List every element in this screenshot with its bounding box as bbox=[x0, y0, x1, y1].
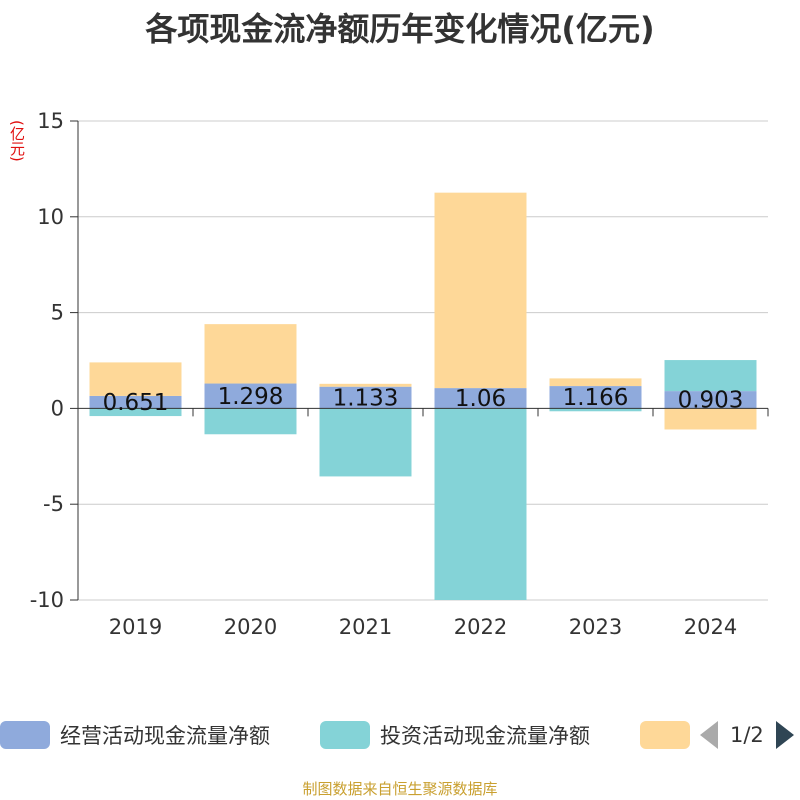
bar-data-label: 1.133 bbox=[333, 386, 399, 412]
bar-segment-3[interactable] bbox=[89, 362, 182, 396]
legend: 经营活动现金流量净额 投资活动现金流量净额 1/2 bbox=[0, 715, 800, 755]
bar-segment-2[interactable] bbox=[204, 408, 297, 435]
y-tick-label: -10 bbox=[30, 588, 64, 612]
chevron-left-icon[interactable] bbox=[700, 721, 718, 749]
bar-segment-2[interactable] bbox=[319, 408, 412, 477]
bar-segment-1[interactable] bbox=[549, 386, 642, 409]
legend-item-financing[interactable] bbox=[640, 715, 690, 755]
x-tick-label: 2023 bbox=[569, 615, 622, 639]
bar-segment-1[interactable] bbox=[204, 383, 297, 409]
x-tick-label: 2019 bbox=[109, 615, 162, 639]
bar-segment-1[interactable] bbox=[664, 391, 757, 409]
x-tick-label: 2021 bbox=[339, 615, 392, 639]
chart-title: 各项现金流净额历年变化情况(亿元) bbox=[145, 10, 655, 48]
legend-item-investing[interactable]: 投资活动现金流量净额 bbox=[320, 715, 590, 755]
bar-segment-2[interactable] bbox=[549, 408, 642, 412]
bar-data-label: 1.166 bbox=[563, 385, 629, 411]
legend-label-investing: 投资活动现金流量净额 bbox=[380, 724, 590, 748]
x-tick-label: 2020 bbox=[224, 615, 277, 639]
chevron-right-icon[interactable] bbox=[775, 721, 794, 749]
data-source: 制图数据来自恒生聚源数据库 bbox=[302, 780, 498, 798]
legend-swatch-financing bbox=[640, 721, 690, 749]
legend-swatch-operating bbox=[0, 721, 50, 749]
y-tick-label: -5 bbox=[43, 492, 64, 516]
y-tick-label: 0 bbox=[51, 396, 64, 420]
bar-segment-1[interactable] bbox=[319, 386, 412, 409]
y-tick-label: 10 bbox=[37, 205, 64, 229]
bar-segment-2[interactable] bbox=[434, 408, 527, 600]
y-tick-label: 15 bbox=[37, 109, 64, 133]
bar-segment-2[interactable] bbox=[89, 408, 182, 417]
grid-lines bbox=[78, 120, 768, 601]
bar-segment-3[interactable] bbox=[664, 408, 757, 430]
data-labels: 0.651 1.298 1.133 1.06 1.166 0.903 bbox=[103, 384, 744, 416]
bar-data-label: 1.298 bbox=[218, 384, 284, 410]
x-tick-label: 2024 bbox=[684, 615, 737, 639]
axes: 15 10 5 0 -5 -10 2019 2020 2021 2022 2023 2024 bbox=[30, 109, 769, 639]
bars bbox=[89, 192, 757, 600]
y-axis-unit: (亿元) bbox=[8, 120, 26, 162]
bar-segment-3[interactable] bbox=[319, 383, 412, 387]
bar-data-label: 0.651 bbox=[103, 390, 169, 416]
bar-segment-3[interactable] bbox=[204, 324, 297, 384]
bar-data-label: 0.903 bbox=[678, 388, 744, 414]
legend-pager: 1/2 bbox=[700, 715, 794, 755]
bar-segment-1[interactable] bbox=[434, 388, 527, 409]
bar-data-label: 1.06 bbox=[455, 386, 506, 412]
bar-segment-1[interactable] bbox=[89, 395, 182, 409]
bar-segment-2[interactable] bbox=[664, 360, 757, 392]
legend-label-operating: 经营活动现金流量净额 bbox=[60, 724, 270, 748]
bar-segment-3[interactable] bbox=[549, 378, 642, 387]
legend-item-operating[interactable]: 经营活动现金流量净额 bbox=[0, 715, 270, 755]
legend-page-indicator: 1/2 bbox=[730, 723, 764, 747]
legend-swatch-investing bbox=[320, 721, 370, 749]
x-tick-label: 2022 bbox=[454, 615, 507, 639]
bar-segment-3[interactable] bbox=[434, 192, 527, 389]
cash-flow-chart: 15 10 5 0 -5 -10 2019 2020 2021 2022 2023 2024 0.65… bbox=[30, 109, 769, 639]
y-tick-label: 5 bbox=[51, 301, 64, 325]
